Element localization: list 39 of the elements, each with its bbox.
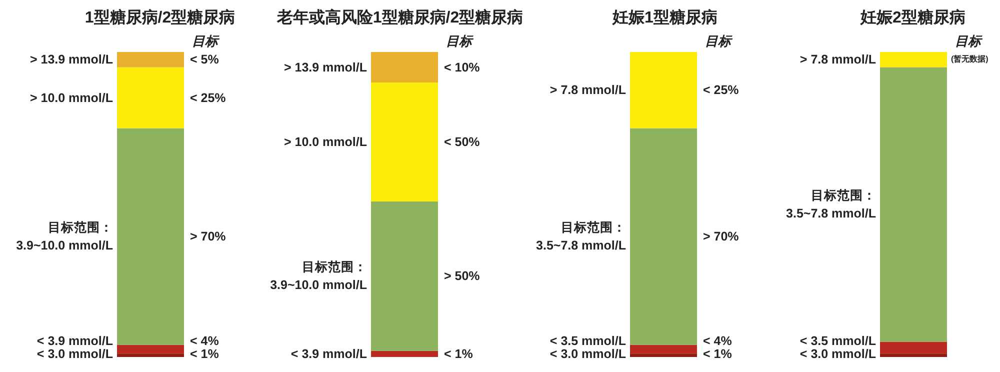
text: (暂无数据) — [951, 54, 989, 64]
series-label: 目标范围：3.9~10.0 mmol/L — [270, 260, 368, 292]
text: < 4% — [703, 334, 732, 348]
series-label: < 3.0 mmol/L — [36, 347, 114, 361]
text: 目标 — [446, 34, 474, 48]
text: < 5% — [190, 52, 219, 67]
series-label: > 13.9 mmol/L — [284, 60, 368, 74]
series-label: < 3.0 mmol/L — [550, 347, 626, 361]
text: 目标 — [192, 34, 220, 48]
text: < 10% — [444, 60, 480, 74]
series-label: < 3.0 mmol/L — [800, 347, 876, 361]
series-label: 目标范围：3.5~7.8 mmol/L — [536, 220, 626, 253]
series-label: < 3.5 mmol/L — [550, 334, 626, 348]
text: 目标 — [705, 34, 733, 48]
text: > 70% — [190, 230, 226, 244]
chart-title: 妊娠2型糖尿病 — [860, 8, 966, 26]
series-label: > 7.8 mmol/L — [800, 52, 876, 67]
chart-title: 妊娠1型糖尿病 — [612, 8, 718, 26]
series-label: < 3.5 mmol/L — [800, 334, 876, 348]
series-label: 目标范围：3.5~7.8 mmol/L — [786, 188, 876, 220]
chart-title: 1型糖尿病/2型糖尿病 — [84, 8, 236, 26]
series-label: 目标范围：3.9~10.0 mmol/L — [16, 220, 114, 253]
series-label: > 13.9 mmol/L — [30, 52, 114, 67]
text: < 50% — [444, 134, 480, 149]
text: > 50% — [444, 269, 480, 284]
text: > 70% — [703, 230, 739, 244]
text: < 4% — [190, 334, 219, 348]
text: < 25% — [190, 90, 226, 105]
series-label: > 10.0 mmol/L — [30, 90, 114, 105]
chart-title: 老年或高风险1型糖尿病/2型糖尿病 — [276, 8, 524, 26]
series-label: > 7.8 mmol/L — [550, 83, 626, 98]
text: 目标 — [955, 34, 983, 48]
series-label: < 3.9 mmol/L — [290, 346, 368, 361]
text: < 1% — [444, 346, 473, 361]
text: < 1% — [190, 347, 219, 361]
text: < 25% — [703, 83, 739, 98]
series-label: > 10.0 mmol/L — [284, 134, 368, 149]
series-label: < 3.9 mmol/L — [36, 334, 114, 348]
text: < 1% — [703, 347, 732, 361]
